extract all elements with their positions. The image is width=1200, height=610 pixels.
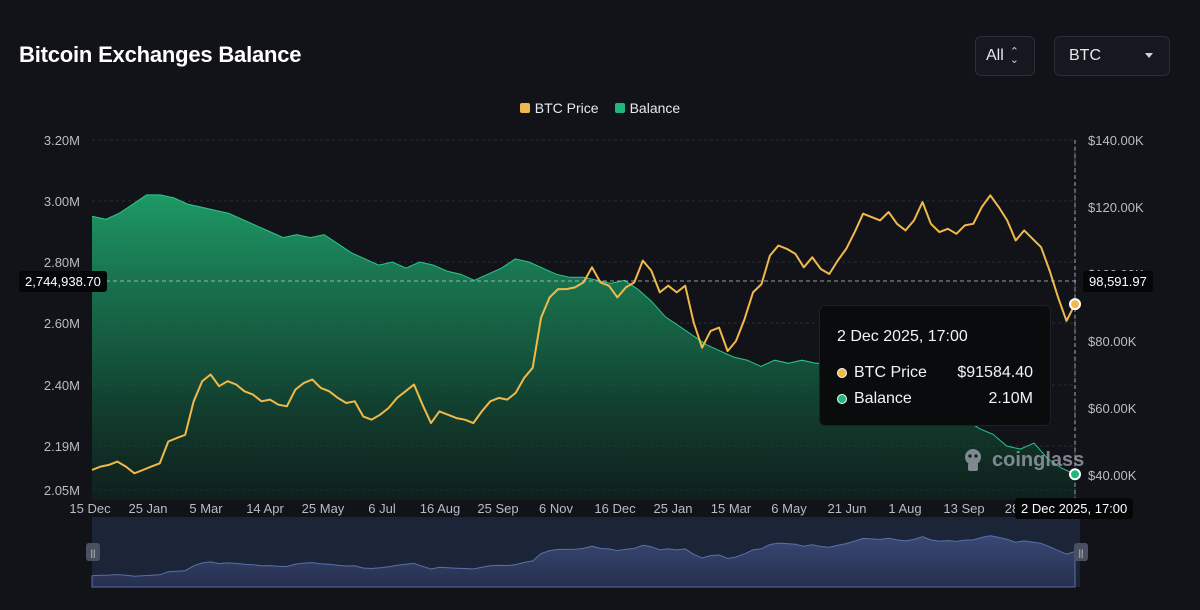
navigator-right-handle[interactable] [1074, 543, 1088, 561]
tooltip-value: 2.10M [988, 390, 1033, 407]
coinglass-logo-icon [965, 449, 981, 471]
grip-icon: || [1079, 548, 1084, 558]
x-axis: 15 Dec 25 Jan 5 Mar 14 Apr 25 May 6 Jul 16 Aug… [69, 501, 1019, 516]
tooltip-dot-icon [837, 394, 847, 404]
y-left-tick-label: 2.80M [44, 255, 80, 270]
chart-tooltip: 2 Dec 2025, 17:00 BTC Price $91584.40 Ba… [819, 305, 1051, 426]
y-left-tick-label: 3.00M [44, 194, 80, 209]
coin-selector-value: BTC [1069, 47, 1101, 64]
y-right-tick-label: $40.00K [1088, 468, 1137, 483]
crosshair-left-label: 2,744,938.70 [19, 271, 107, 292]
x-tick-label: 13 Sep [943, 501, 984, 516]
tooltip-row-btc-price: BTC Price $91584.40 [837, 364, 1033, 382]
watermark-text: coinglass [992, 448, 1085, 471]
legend-label-balance: Balance [629, 100, 681, 116]
coin-selector[interactable]: BTC [1054, 36, 1170, 76]
navigator[interactable]: || || [86, 517, 1088, 588]
y-right-tick-label: $140.00K [1088, 133, 1144, 148]
crosshair [92, 140, 1078, 500]
x-tick-label: 25 Sep [477, 501, 518, 516]
x-tick-label: 15 Dec [69, 501, 111, 516]
x-tick-label: 1 Aug [888, 501, 921, 516]
tooltip-label: BTC Price [854, 364, 927, 381]
x-tick-label: 25 Jan [128, 501, 167, 516]
chart-legend: BTC Price Balance [0, 100, 1200, 116]
navigator-left-handle[interactable] [86, 543, 100, 561]
y-right-tick-label: $80.00K [1088, 334, 1137, 349]
x-tick-label: 15 Mar [711, 501, 752, 516]
grip-icon: || [91, 548, 96, 558]
legend-swatch-balance [614, 103, 625, 113]
caret-down-icon [1145, 53, 1153, 58]
btc-price-point [1069, 298, 1081, 311]
tooltip-value: $91584.40 [957, 364, 1033, 381]
up-down-chevron-icon: ⌃ ⌄ [1009, 46, 1019, 66]
y-left-tick-label: 2.40M [44, 378, 80, 393]
y-right-tick-label: $60.00K [1088, 401, 1137, 416]
crosshair-x-label: 2 Dec 2025, 17:00 [1015, 498, 1134, 519]
x-tick-label: 21 Jun [827, 501, 866, 516]
x-tick-label: 25 May [302, 501, 345, 516]
range-selector-value: All [986, 47, 1004, 64]
tooltip-date: 2 Dec 2025, 17:00 [837, 328, 968, 345]
legend-swatch-btc-price [519, 103, 530, 113]
y-right-tick-label: $120.00K [1088, 200, 1144, 215]
navigator-area [91, 535, 1076, 588]
x-tick-label: 14 Apr [246, 501, 284, 516]
balance-point [1069, 468, 1081, 481]
y-left-tick-label: 2.60M [44, 316, 80, 331]
y-left-tick-label: 2.19M [44, 439, 80, 454]
tooltip-dot-icon [837, 368, 847, 378]
coinglass-watermark: coinglass [960, 447, 1084, 473]
x-tick-label: 6 Jul [368, 501, 396, 516]
crosshair-right-label: 98,591.97 [1083, 271, 1153, 292]
btc-price-line [91, 194, 1076, 475]
x-tick-label: 6 May [771, 501, 807, 516]
legend-label-btc-price: BTC Price [534, 100, 599, 116]
page-title: Bitcoin Exchanges Balance [19, 42, 302, 67]
x-tick-label: 6 Nov [539, 501, 573, 516]
x-tick-label: 16 Aug [420, 501, 461, 516]
x-tick-label: 16 Dec [594, 501, 636, 516]
x-tick-label: 25 Jan [653, 501, 692, 516]
legend-item-balance[interactable]: Balance [614, 100, 681, 116]
range-selector[interactable]: All ⌃ ⌄ [975, 36, 1035, 76]
y-left-tick-label: 2.05M [44, 483, 80, 498]
x-tick-label: 5 Mar [189, 501, 223, 516]
tooltip-label: Balance [854, 390, 912, 407]
y-axis-right: $140.00K$120.00K$100.00K$80.00K$60.00K$4… [1088, 133, 1144, 483]
y-axis-left: 3.20M 3.00M 2.80M 2.60M 2.40M 2.19M 2.05M [44, 133, 80, 498]
tooltip-row-balance: Balance 2.10M [837, 390, 1033, 408]
y-left-tick-label: 3.20M [44, 133, 80, 148]
legend-item-btc-price[interactable]: BTC Price [519, 100, 599, 116]
